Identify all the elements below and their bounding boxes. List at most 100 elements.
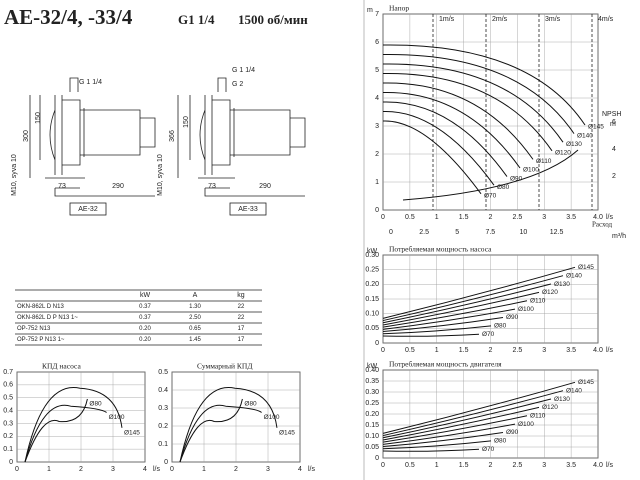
- x-tick-label: 2: [489, 347, 493, 354]
- x-tick-label: 2: [234, 466, 238, 473]
- dim-label: 290: [259, 183, 271, 190]
- curve: [382, 82, 534, 160]
- y-tick-label: 0.15: [365, 422, 379, 429]
- curve-label: Ø120: [542, 404, 558, 411]
- curve: [24, 404, 107, 463]
- curve-label: Ø90: [506, 429, 519, 436]
- y-tick-label: 0.25: [365, 267, 379, 274]
- table-cell: 0.20: [139, 326, 151, 332]
- curve: [382, 415, 528, 443]
- curve: [179, 398, 243, 463]
- y-tick-label: 0.2: [3, 433, 13, 440]
- y-tick-label: 0.10: [365, 433, 379, 440]
- npsh-unit: m: [610, 121, 616, 128]
- x2-tick-label: 2.5: [419, 229, 429, 236]
- y-tick-label: 0.5: [158, 369, 168, 376]
- x-tick-label: 0.5: [405, 462, 415, 469]
- y-tick-label: 0.05: [365, 325, 379, 332]
- x-tick-label: 1: [47, 466, 51, 473]
- x-tick-label: 1.5: [459, 214, 469, 221]
- y-tick-label: 0.30: [365, 389, 379, 396]
- x-tick-label: 3.5: [566, 347, 576, 354]
- y-tick-label: 0: [164, 459, 168, 466]
- x-tick-label: 4.0: [593, 462, 603, 469]
- curve: [179, 404, 262, 463]
- curve: [382, 44, 586, 126]
- y-tick-label: 1: [375, 179, 379, 186]
- y-tick-label: 0.2: [158, 423, 168, 430]
- curve-label: Ø80: [497, 184, 510, 191]
- table-cell: 17: [238, 326, 245, 332]
- curve-label: Ø80: [89, 401, 102, 408]
- table-cell: OKN-862L D P N13 1~: [17, 315, 78, 321]
- dim-label: G 2: [232, 81, 243, 88]
- velocity-label: 1m/s: [439, 16, 455, 23]
- curve-label: Ø145: [578, 379, 594, 386]
- curve: [382, 316, 504, 333]
- curve: [382, 398, 552, 439]
- table-cell: 0.65: [189, 326, 201, 332]
- curve: [24, 386, 123, 463]
- table-cell: 0.20: [139, 337, 151, 343]
- curve-label: Ø70: [482, 446, 495, 453]
- curve-label: Ø100: [518, 306, 534, 313]
- curve: [382, 431, 504, 448]
- curve-label: Ø120: [555, 150, 571, 157]
- y-tick-label: 0.6: [3, 382, 13, 389]
- curve-label: Ø110: [536, 158, 552, 165]
- curve-label: Ø70: [482, 331, 495, 338]
- x-tick-label: 3.5: [566, 214, 576, 221]
- x-tick-label: 1: [435, 462, 439, 469]
- label-box: [229, 202, 267, 216]
- npsh-tick: 6: [612, 119, 616, 126]
- velocity-label: 4m/s: [598, 16, 614, 23]
- chart-title: Суммарный КПД: [197, 362, 252, 371]
- curve: [382, 63, 564, 143]
- curve: [382, 390, 564, 437]
- x-tick-label: 4: [143, 466, 147, 473]
- x-tick-label: 3: [542, 347, 546, 354]
- curve: [179, 386, 278, 463]
- curve-label: Ø100: [264, 414, 280, 421]
- table-cell: 22: [238, 315, 245, 321]
- y-tick-label: 5: [375, 67, 379, 74]
- table-cell: 1.30: [189, 304, 201, 310]
- table-cell: OKN-862L D N13: [17, 304, 64, 310]
- y-tick-label: 0.40: [365, 367, 379, 374]
- curve-label: Ø145: [588, 124, 604, 131]
- y-tick-label: 6: [375, 39, 379, 46]
- drawing-name: AE-33: [238, 206, 258, 213]
- dim-label: 150: [183, 116, 190, 128]
- x-tick-label: 0: [170, 466, 174, 473]
- dim-label: 300: [23, 130, 30, 142]
- table-cell: OP-752 P N13 1~: [17, 337, 65, 343]
- y-tick-label: 0.7: [3, 369, 13, 376]
- y-tick-label: 0: [9, 459, 13, 466]
- x-tick-label: 3: [266, 466, 270, 473]
- curve: [382, 53, 575, 134]
- x-tick-label: 0: [381, 214, 385, 221]
- npsh-tick: 4: [612, 146, 616, 153]
- x-tick-label: 2: [489, 462, 493, 469]
- chart-title: Напор: [389, 4, 409, 13]
- curve: [382, 440, 492, 450]
- table-cell: 0.37: [139, 315, 151, 321]
- speed: 1500 об/мин: [238, 12, 308, 27]
- curve-label: Ø140: [566, 272, 582, 279]
- curve-label: Ø140: [566, 387, 582, 394]
- curve: [382, 283, 552, 324]
- title: AE-32/4, -33/4: [4, 5, 133, 29]
- y-tick-label: 0.4: [158, 387, 168, 394]
- x2-tick-label: 5: [455, 229, 459, 236]
- table-cell: 22: [238, 304, 245, 310]
- curve-label: Ø80: [494, 323, 507, 330]
- x-unit: l/s: [606, 214, 614, 221]
- x-tick-label: 2.5: [513, 462, 523, 469]
- x2-tick-label: 12.5: [550, 229, 564, 236]
- velocity-label: 2m/s: [492, 16, 508, 23]
- x-tick-label: 3.5: [566, 462, 576, 469]
- x-unit: l/s: [308, 466, 316, 473]
- table-header: A: [193, 292, 198, 299]
